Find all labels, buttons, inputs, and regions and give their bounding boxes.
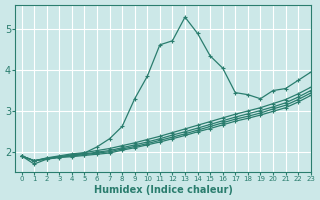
X-axis label: Humidex (Indice chaleur): Humidex (Indice chaleur) <box>93 185 232 195</box>
